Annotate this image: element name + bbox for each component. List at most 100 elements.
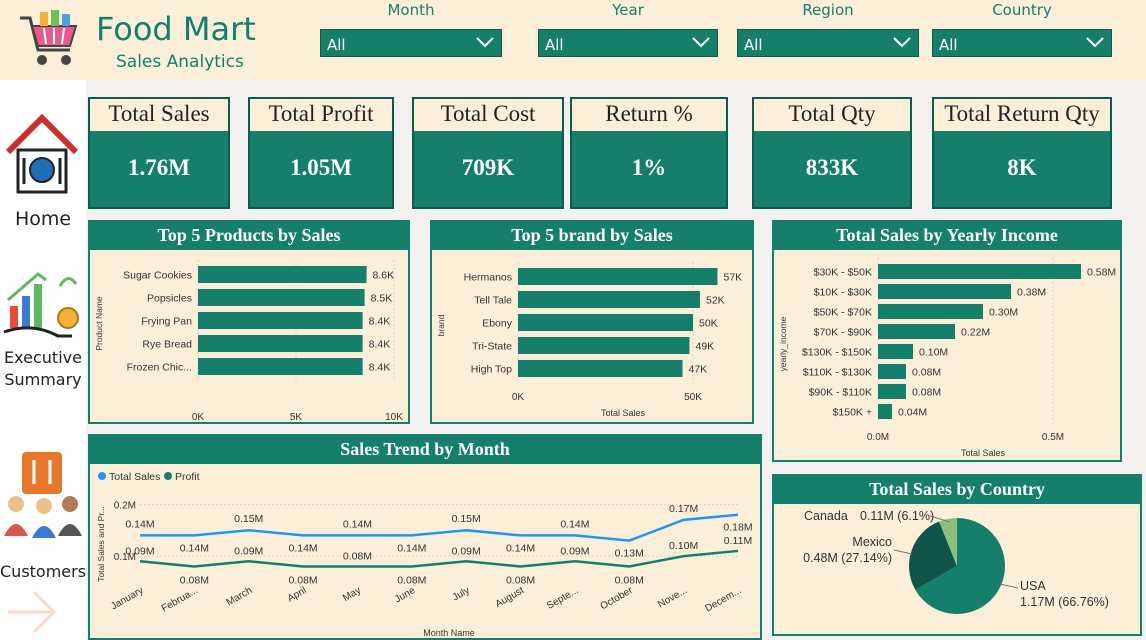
category-label: $130K - $150K: [802, 347, 872, 359]
year-filter-dropdown[interactable]: All: [538, 29, 718, 57]
data-label: 49K: [696, 341, 715, 353]
data-label: 0.13M: [615, 548, 644, 560]
country-filter-label: Country: [992, 1, 1052, 19]
y-axis-title: Total Sales and Pr...: [96, 506, 106, 582]
cart-logo-icon: [18, 8, 80, 72]
bar: [198, 312, 363, 329]
bar: [878, 324, 955, 339]
y-axis-title: yearly_income: [778, 316, 788, 371]
x-tick-label: July: [451, 585, 472, 603]
leader-line: [999, 583, 1019, 589]
total-sales-line: [140, 513, 739, 542]
data-label: 0.14M: [180, 542, 209, 554]
home-icon: [5, 113, 79, 194]
nav-executive-label-line1: Executive: [4, 348, 82, 367]
data-label: 0.08M: [506, 574, 535, 586]
chart-title: Total Sales by Country: [774, 476, 1140, 504]
bar: [878, 304, 983, 319]
sales-trend-chart: Total Sales Profit 0.2M 0.1M Total Sales and…: [96, 471, 753, 638]
kpi-total-cost: Total Cost 709K: [412, 97, 564, 209]
category-label: $150K +: [833, 407, 872, 419]
data-label: 0.08M: [912, 367, 941, 379]
kpi-value: 1.76M: [128, 155, 190, 180]
data-label: 0.08M: [288, 574, 317, 586]
kpi-total-return-qty: Total Return Qty 8K: [932, 97, 1112, 209]
kpi-title: Total Sales: [90, 99, 228, 131]
category-label: Hermanos: [464, 272, 512, 284]
data-label: 8.4K: [369, 362, 391, 374]
category-label: $70K - $90K: [814, 327, 872, 339]
y-axis-title: brand: [436, 314, 446, 336]
data-label: 0.08M: [180, 574, 209, 586]
x-tick-label: May: [341, 585, 363, 604]
customers-icon: [4, 452, 82, 538]
data-label: 0.09M: [234, 545, 263, 557]
kpi-title: Total Cost: [414, 99, 562, 131]
kpi-title: Total Return Qty: [934, 99, 1110, 131]
y-tick-label: 0.2M: [114, 500, 136, 511]
category-label: $110K - $130K: [803, 367, 872, 379]
profit-line: [139, 549, 739, 568]
category-label: $90K - $110K: [809, 387, 872, 399]
pie-slice: [915, 518, 1005, 614]
data-label: 57K: [724, 272, 743, 284]
nav-home[interactable]: Home: [0, 110, 86, 232]
arrow-right-icon[interactable]: [4, 586, 60, 638]
kpi-value: 8K: [1007, 155, 1037, 180]
year-filter-value: All: [545, 36, 564, 54]
x-tick-label: January: [109, 585, 145, 612]
data-label: 0.11M: [724, 535, 752, 547]
tick-label: 0.5M: [1042, 432, 1064, 443]
x-tick-label: Februa...: [160, 585, 200, 615]
data-label: 0.08M: [343, 550, 372, 562]
x-tick-label: June: [393, 585, 418, 606]
data-label: 0.38M: [1017, 287, 1046, 299]
chevron-down-icon: [1086, 37, 1104, 48]
data-label: 0.58M: [1087, 267, 1116, 279]
chevron-down-icon: [692, 37, 710, 48]
leader-line: [893, 549, 913, 555]
bar: [518, 314, 693, 331]
region-filter-dropdown[interactable]: All: [737, 29, 919, 57]
kpi-title: Return %: [572, 99, 726, 131]
leader-line: [929, 515, 951, 523]
category-label: Tri-State: [472, 341, 512, 353]
tick-label: 50K: [684, 392, 702, 403]
x-axis-title: Total Sales: [961, 448, 1006, 458]
tick-label: 0K: [512, 392, 525, 403]
bar: [878, 284, 1011, 299]
category-label: Ebony: [482, 318, 513, 330]
bar: [518, 337, 690, 354]
x-tick-label: Septe...: [545, 585, 580, 612]
country-filter-dropdown[interactable]: All: [932, 29, 1112, 57]
yearly-income-chart: $30K - $50K 0.58M $10K - $30K 0.38M $50K - $…: [778, 258, 1116, 458]
tick-label: 10K: [385, 412, 403, 422]
top-products-panel: Top 5 Products by Sales Sugar Cookies 8.6…: [88, 220, 410, 424]
data-label: 0.15M: [452, 513, 481, 525]
data-label: 0.17M: [669, 503, 698, 515]
year-filter-label: Year: [612, 1, 644, 19]
month-filter-dropdown[interactable]: All: [320, 29, 502, 57]
month-filter-value: All: [327, 36, 346, 54]
chart-title: Top 5 Products by Sales: [90, 222, 408, 250]
app-subtitle: Sales Analytics: [116, 52, 244, 72]
data-label: 0.22M: [961, 327, 990, 339]
nav-customers[interactable]: Customers: [0, 448, 86, 584]
sales-trend-panel: Sales Trend by Month Total Sales Profit 0.…: [88, 434, 762, 640]
bar: [518, 268, 718, 285]
bar: [878, 364, 906, 379]
nav-executive-summary[interactable]: Executive Summary: [0, 262, 86, 394]
y-tick-label: 0.1M: [114, 552, 136, 563]
legend-marker: [164, 472, 172, 480]
tick-label: 5K: [290, 412, 303, 422]
pie-slice: [909, 521, 957, 590]
bar: [198, 335, 363, 352]
yearly-income-panel: Total Sales by Yearly Income $30K - $50K…: [772, 220, 1122, 462]
bar: [518, 291, 700, 308]
bar: [198, 289, 365, 306]
nav-home-label: Home: [14, 208, 72, 230]
bar: [878, 404, 892, 419]
slice-value-label: 0.48M (27.14%): [803, 551, 892, 565]
category-label: $30K - $50K: [814, 267, 872, 279]
data-label: 8.6K: [373, 270, 395, 282]
